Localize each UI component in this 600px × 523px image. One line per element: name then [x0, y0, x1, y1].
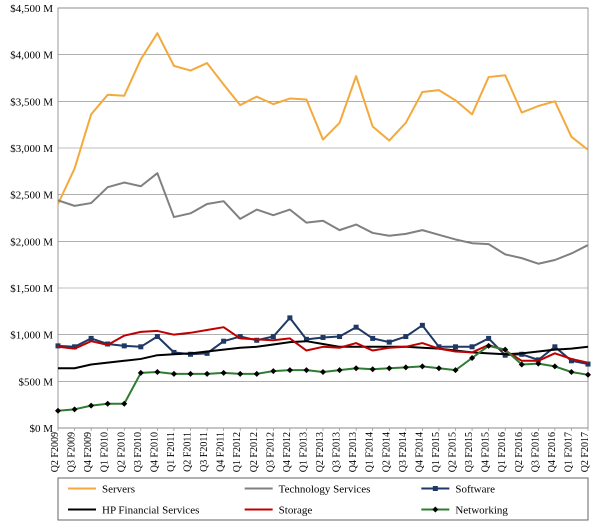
marker — [486, 336, 491, 341]
marker — [470, 344, 475, 349]
legend-label: Networking — [455, 505, 508, 517]
revenue-line-chart: $0 M$500 M$1,000 M$1,500 M$2,000 M$2,500… — [0, 0, 600, 523]
x-axis-label: Q1 F2012 — [232, 432, 243, 472]
x-axis-label: Q4 F2010 — [149, 432, 160, 472]
legend-label: Storage — [279, 505, 313, 517]
marker — [89, 336, 94, 341]
x-axis-label: Q3 F2015 — [464, 432, 475, 472]
x-axis-label: Q2 F2017 — [580, 432, 591, 472]
x-axis-label: Q2 F2014 — [381, 432, 392, 472]
x-axis-label: Q2 F2016 — [514, 432, 525, 472]
marker — [370, 336, 375, 341]
legend-label: Servers — [102, 484, 135, 496]
marker — [354, 325, 359, 330]
marker — [287, 315, 292, 320]
x-axis-label: Q4 F2009 — [83, 432, 94, 472]
x-axis-label: Q2 F2010 — [116, 432, 127, 472]
x-axis-label: Q4 F2015 — [481, 432, 492, 472]
x-axis-label: Q3 F2009 — [67, 432, 78, 472]
x-axis-label: Q1 F2010 — [100, 432, 111, 472]
y-axis-label: $500 M — [18, 376, 53, 388]
x-axis-label: Q2 F2012 — [249, 432, 260, 472]
y-axis-label: $4,500 M — [10, 3, 53, 15]
marker — [453, 344, 458, 349]
x-axis-label: Q1 F2011 — [166, 432, 177, 472]
x-axis-label: Q1 F2016 — [497, 432, 508, 472]
marker — [403, 334, 408, 339]
x-axis-label: Q1 F2014 — [365, 432, 376, 472]
y-axis-label: $3,000 M — [10, 143, 53, 155]
marker — [155, 334, 160, 339]
chart-svg: $0 M$500 M$1,000 M$1,500 M$2,000 M$2,500… — [0, 0, 600, 523]
y-axis-label: $1,000 M — [10, 330, 53, 342]
x-axis-label: Q4 F2012 — [282, 432, 293, 472]
legend-label: HP Financial Services — [102, 505, 199, 517]
x-axis-label: Q4 F2014 — [414, 432, 425, 472]
x-axis-label: Q4 F2011 — [216, 432, 227, 472]
legend-label: Technology Services — [279, 484, 371, 496]
x-axis-label: Q2 F2009 — [50, 432, 61, 472]
x-axis-label: Q3 F2016 — [530, 432, 541, 472]
marker — [387, 340, 392, 345]
y-axis-label: $4,000 M — [10, 50, 53, 62]
y-axis-label: $3,500 M — [10, 96, 53, 108]
x-axis-label: Q2 F2013 — [315, 432, 326, 472]
marker — [271, 334, 276, 339]
x-axis-label: Q1 F2015 — [431, 432, 442, 472]
x-axis-label: Q3 F2014 — [398, 432, 409, 472]
marker — [122, 343, 127, 348]
x-axis-label: Q4 F2013 — [348, 432, 359, 472]
x-axis-label: Q2 F2011 — [183, 432, 194, 472]
marker — [221, 339, 226, 344]
x-axis-label: Q3 F2012 — [265, 432, 276, 472]
marker — [138, 344, 143, 349]
x-axis-label: Q3 F2011 — [199, 432, 210, 472]
y-axis-label: $1,500 M — [10, 283, 53, 295]
x-axis-label: Q2 F2015 — [448, 432, 459, 472]
x-axis-label: Q4 F2016 — [547, 432, 558, 472]
y-axis-label: $2,000 M — [10, 236, 53, 248]
marker — [321, 335, 326, 340]
x-axis-label: Q1 F2017 — [563, 432, 574, 472]
legend-label: Software — [455, 484, 495, 496]
marker — [337, 334, 342, 339]
x-axis-label: Q3 F2013 — [332, 432, 343, 472]
x-axis-label: Q3 F2010 — [133, 432, 144, 472]
x-axis-label: Q1 F2013 — [298, 432, 309, 472]
y-axis-label: $2,500 M — [10, 190, 53, 202]
marker — [420, 323, 425, 328]
